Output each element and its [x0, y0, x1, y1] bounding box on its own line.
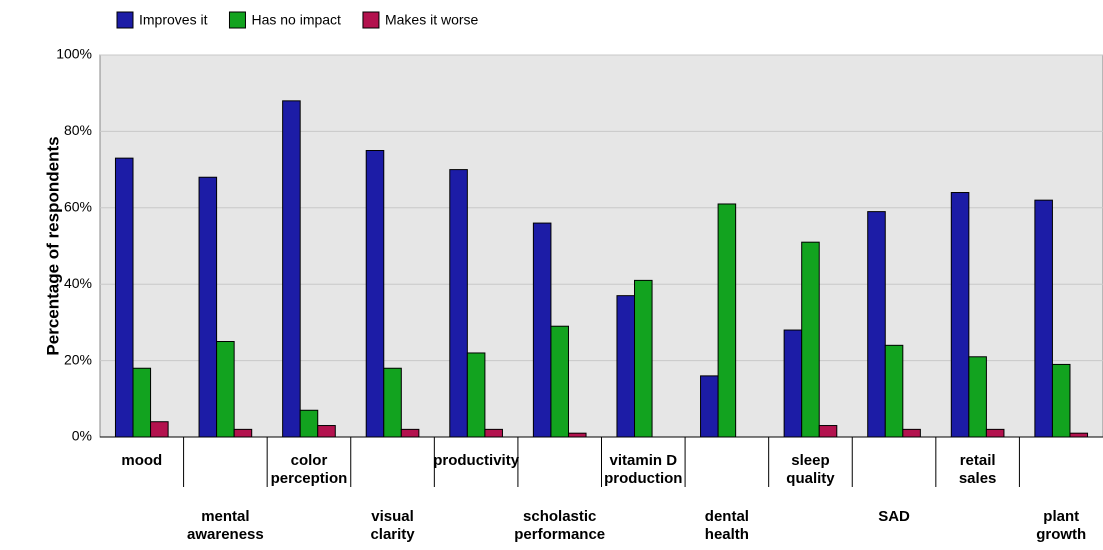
- y-tick-label: 0%: [72, 428, 92, 444]
- bar: [400, 428, 420, 438]
- legend-label: Has no impact: [251, 12, 341, 28]
- x-tick-label: color perception: [271, 452, 348, 487]
- y-tick-label: 100%: [56, 46, 92, 62]
- x-tick-label: dental health: [705, 508, 749, 543]
- x-tick-label: plant growth: [1036, 508, 1086, 543]
- legend-swatch: [228, 11, 246, 29]
- x-tick-label: productivity: [433, 452, 519, 469]
- bar: [484, 428, 503, 438]
- x-tick-label: sleep quality: [786, 452, 835, 487]
- bar: [532, 222, 552, 438]
- bar: [818, 425, 838, 438]
- x-tick-label: scholastic performance: [514, 508, 605, 543]
- x-tick-label: SAD: [878, 508, 910, 525]
- bar: [968, 356, 987, 438]
- bar: [1034, 199, 1053, 438]
- bar: [717, 203, 737, 438]
- bar: [634, 279, 653, 438]
- bar: [365, 150, 385, 438]
- y-tick-label: 20%: [64, 351, 92, 367]
- bar: [282, 100, 301, 438]
- legend-label: Makes it worse: [385, 12, 479, 28]
- y-axis-label: Percentage of respondents: [43, 136, 62, 355]
- x-tick-label: mental awareness: [187, 508, 264, 543]
- x-tick-label: retail sales: [959, 452, 997, 487]
- x-tick-label: visual clarity: [370, 508, 415, 543]
- y-tick-label: 80%: [64, 122, 92, 138]
- bar: [700, 375, 719, 438]
- bar: [884, 344, 904, 438]
- bar: [114, 157, 134, 438]
- bar: [950, 192, 970, 438]
- bar: [198, 176, 218, 438]
- bar: [783, 329, 803, 438]
- bar: [867, 211, 886, 438]
- bar: [216, 341, 235, 438]
- bar: [1051, 363, 1071, 438]
- bar: [150, 421, 169, 438]
- bar: [233, 428, 253, 438]
- bar: [801, 241, 820, 438]
- legend-label: Improves it: [139, 12, 208, 28]
- bar: [299, 409, 319, 438]
- y-tick-label: 60%: [64, 199, 92, 215]
- x-tick-label: mood: [121, 452, 162, 469]
- bar: [317, 425, 336, 438]
- bar: [567, 432, 587, 438]
- bar: [466, 352, 486, 438]
- bar: [1069, 432, 1089, 438]
- bar: [550, 325, 569, 438]
- bar: [132, 367, 152, 438]
- bar: [449, 169, 468, 438]
- plot-area: [99, 54, 1103, 438]
- legend-swatch: [116, 11, 134, 29]
- y-tick-label: 40%: [64, 275, 92, 291]
- legend-swatch: [362, 11, 380, 29]
- bar: [902, 428, 921, 438]
- bar: [985, 428, 1005, 438]
- bar: [616, 295, 636, 438]
- bar: [383, 367, 402, 438]
